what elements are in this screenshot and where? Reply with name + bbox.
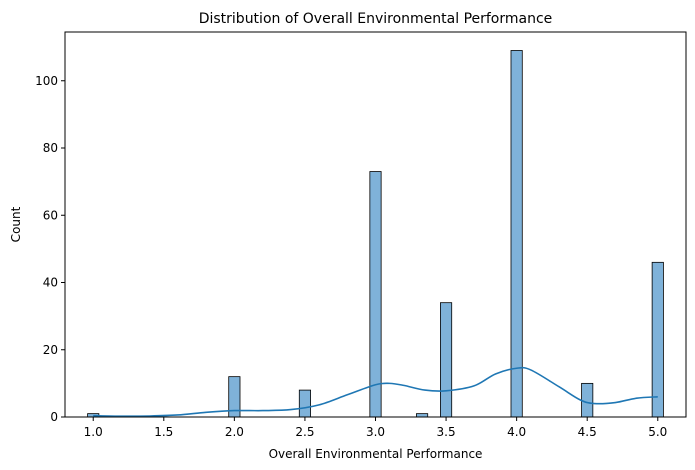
y-tick-label: 40: [43, 276, 58, 290]
histogram-bar: [581, 382, 594, 418]
x-tick-label: 4.0: [507, 425, 526, 439]
y-tick-label: 20: [43, 343, 58, 357]
kde-curve: [93, 366, 658, 417]
bars-group: [87, 50, 664, 418]
x-tick-label: 5.0: [648, 425, 667, 439]
histogram-bar: [369, 171, 382, 418]
x-tick-label: 2.0: [225, 425, 244, 439]
histogram-bar: [440, 302, 453, 418]
y-axis-ticks: 0 20 40 60 80 100: [35, 74, 65, 424]
y-tick-label: 100: [35, 74, 58, 88]
x-tick-label: 4.5: [578, 425, 597, 439]
x-axis-ticks: 1.0 1.5 2.0 2.5 3.0 3.5 4.0 4.5 5.0: [84, 417, 667, 439]
histogram-bar: [298, 389, 311, 418]
histogram-bar: [416, 413, 429, 418]
x-tick-label: 2.5: [295, 425, 314, 439]
y-axis-label: Count: [9, 206, 23, 242]
x-tick-label: 1.5: [154, 425, 173, 439]
x-tick-label: 3.5: [437, 425, 456, 439]
x-tick-label: 3.0: [366, 425, 385, 439]
y-tick-label: 0: [50, 410, 58, 424]
x-tick-label: 1.0: [84, 425, 103, 439]
histogram-bar: [651, 261, 664, 418]
y-tick-label: 60: [43, 208, 58, 222]
histogram-bar: [510, 50, 523, 418]
chart-title: Distribution of Overall Environmental Pe…: [199, 11, 553, 27]
y-tick-label: 80: [43, 141, 58, 155]
x-axis-label: Overall Environmental Performance: [269, 447, 483, 461]
